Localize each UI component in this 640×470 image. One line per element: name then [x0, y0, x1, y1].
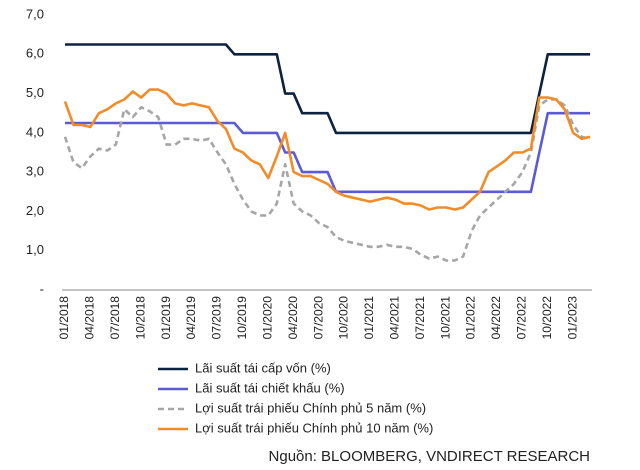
- y-tick-label: 1,0: [26, 242, 44, 257]
- x-tick-label: 07/2018: [108, 296, 122, 340]
- line-series: [65, 111, 591, 194]
- x-tick-label: 10/2020: [337, 296, 351, 340]
- x-tick-label: 04/2018: [83, 296, 97, 340]
- x-tick-label: 10/2022: [540, 296, 554, 340]
- y-tick-label: 3,0: [26, 164, 44, 179]
- x-tick-label: 04/2019: [184, 296, 198, 340]
- x-tick-label: 01/2022: [464, 296, 478, 340]
- legend-label: Lợi suất trái phiếu Chính phủ 10 năm (%): [195, 420, 433, 435]
- legend-label: Lãi suất tái cấp vốn (%): [195, 360, 331, 375]
- x-tick-label: 01/2020: [260, 296, 274, 340]
- x-tick-label: 07/2020: [311, 296, 325, 340]
- y-tick-label: 5,0: [26, 85, 44, 100]
- legend-label: Lợi suất trái phiếu Chính phủ 5 năm (%): [195, 400, 426, 415]
- x-tick-label: 07/2022: [515, 296, 529, 340]
- y-tick-label: -: [40, 281, 44, 296]
- x-tick-label: 07/2019: [210, 296, 224, 340]
- y-tick-label: 7,0: [26, 6, 44, 21]
- x-tick-label: 10/2018: [133, 296, 147, 340]
- x-tick-label: 01/2018: [57, 296, 71, 340]
- x-tick-label: 01/2023: [565, 296, 579, 340]
- x-tick-label: 04/2022: [489, 296, 503, 340]
- x-tick-label: 01/2021: [362, 296, 376, 340]
- line-series: [65, 43, 591, 135]
- line-series: [63, 98, 591, 262]
- line-series: [63, 88, 591, 211]
- x-tick-label: 04/2020: [286, 296, 300, 340]
- y-tick-label: 2,0: [26, 203, 44, 218]
- y-tick-label: 6,0: [26, 46, 44, 61]
- legend-label: Lãi suất tái chiết khấu (%): [195, 380, 345, 395]
- x-tick-label: 07/2021: [413, 296, 427, 340]
- source: Nguồn: BLOOMBERG, VNDIRECT RESEARCH: [269, 448, 590, 465]
- y-tick-label: 4,0: [26, 124, 44, 139]
- x-tick-label: 10/2019: [235, 296, 249, 340]
- x-tick-label: 04/2021: [388, 296, 402, 340]
- x-tick-label: 10/2021: [438, 296, 452, 340]
- x-tick-label: 01/2019: [159, 296, 173, 340]
